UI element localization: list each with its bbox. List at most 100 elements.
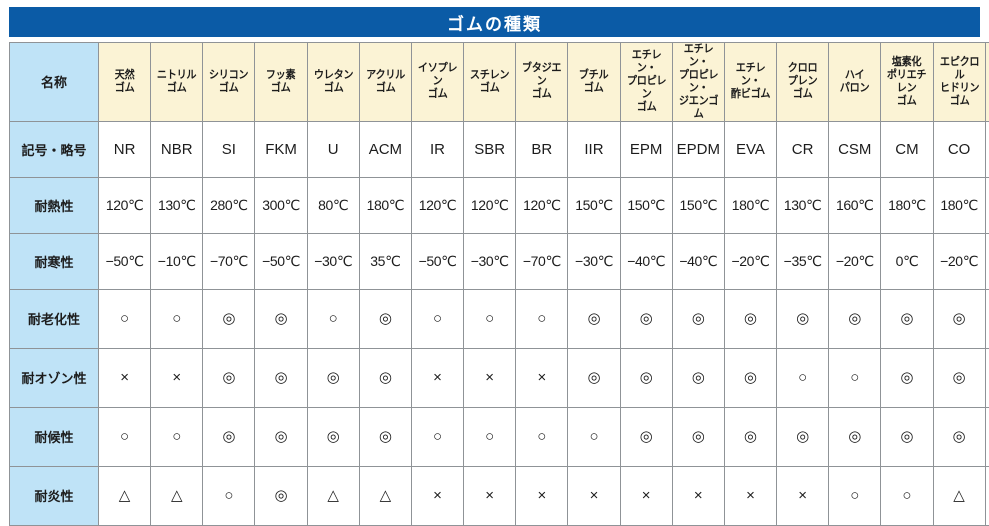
ozone-resistance-cell: ◎ — [881, 348, 933, 407]
row-label-weather-resistance: 耐候性 — [10, 407, 99, 466]
table-row-flame-resistance: 耐炎性 △△○◎△△××××××××○○△○ — [10, 466, 989, 525]
weather-resistance-cell: ○ — [464, 407, 516, 466]
column-header-epm: エチレン・プロピレンゴム — [620, 43, 672, 122]
symbol-cell: BR — [516, 121, 568, 177]
aging-resistance-cell: ○ — [516, 289, 568, 348]
ozone-resistance-cell: ◎ — [620, 348, 672, 407]
flame-resistance-cell: × — [568, 466, 620, 525]
cold-resistance-cell: −35℃ — [777, 233, 829, 289]
heat-resistance-cell: 180℃ — [724, 177, 776, 233]
aging-resistance-cell: ○ — [411, 289, 463, 348]
table-corner-label: 名称 — [10, 43, 99, 122]
heat-resistance-cell: 120℃ — [516, 177, 568, 233]
column-header-nr: 天然ゴム — [99, 43, 151, 122]
heat-resistance-cell: 180℃ — [881, 177, 933, 233]
column-header-ir: イソプレンゴム — [411, 43, 463, 122]
symbol-cell: CSM — [829, 121, 881, 177]
weather-resistance-cell: ◎ — [203, 407, 255, 466]
heat-resistance-cell: 120℃ — [99, 177, 151, 233]
weather-resistance-cell: ○ — [151, 407, 203, 466]
aging-resistance-cell: ◎ — [881, 289, 933, 348]
cold-resistance-cell: −40℃ — [620, 233, 672, 289]
aging-resistance-cell: ◎ — [359, 289, 411, 348]
cold-resistance-cell: −10℃ — [151, 233, 203, 289]
flame-resistance-cell: × — [464, 466, 516, 525]
column-header-si: シリコンゴム — [203, 43, 255, 122]
column-header-t: 多硫化ゴム — [985, 43, 989, 122]
column-header-co: エピクロルヒドリンゴム — [933, 43, 985, 122]
rubber-types-table-page: ゴムの種類 名称 天然ゴムニトリルゴムシリコンゴムフッ素ゴムウレタンゴムアクリル… — [0, 0, 989, 509]
page-title: ゴムの種類 — [9, 7, 980, 37]
symbol-cell: CO — [933, 121, 985, 177]
row-label-aging-resistance: 耐老化性 — [10, 289, 99, 348]
table-header-row: 名称 天然ゴムニトリルゴムシリコンゴムフッ素ゴムウレタンゴムアクリルゴムイソプレ… — [10, 43, 989, 122]
heat-resistance-cell: 150℃ — [620, 177, 672, 233]
weather-resistance-cell: ◎ — [985, 407, 989, 466]
weather-resistance-cell: ◎ — [620, 407, 672, 466]
flame-resistance-cell: ○ — [985, 466, 989, 525]
flame-resistance-cell: × — [620, 466, 672, 525]
cold-resistance-cell: 10℃ — [985, 233, 989, 289]
ozone-resistance-cell: ○ — [829, 348, 881, 407]
cold-resistance-cell: −30℃ — [464, 233, 516, 289]
ozone-resistance-cell: × — [99, 348, 151, 407]
table-row-ozone-resistance: 耐オゾン性 ××◎◎◎◎×××◎◎◎◎○○◎◎◎ — [10, 348, 989, 407]
heat-resistance-cell: 160℃ — [829, 177, 881, 233]
ozone-resistance-cell: ◎ — [724, 348, 776, 407]
weather-resistance-cell: ○ — [99, 407, 151, 466]
aging-resistance-cell: ◎ — [255, 289, 307, 348]
cold-resistance-cell: −20℃ — [829, 233, 881, 289]
heat-resistance-cell: 120℃ — [464, 177, 516, 233]
heat-resistance-cell: 300℃ — [255, 177, 307, 233]
aging-resistance-cell: ◎ — [724, 289, 776, 348]
column-header-eva: エチレン・酢ビゴム — [724, 43, 776, 122]
ozone-resistance-cell: × — [516, 348, 568, 407]
aging-resistance-cell: ○ — [99, 289, 151, 348]
symbol-cell: SI — [203, 121, 255, 177]
column-header-br: ブタジエンゴム — [516, 43, 568, 122]
column-header-u: ウレタンゴム — [307, 43, 359, 122]
symbol-cell: FKM — [255, 121, 307, 177]
symbol-cell: U — [307, 121, 359, 177]
weather-resistance-cell: ◎ — [881, 407, 933, 466]
ozone-resistance-cell: × — [151, 348, 203, 407]
row-label-flame-resistance: 耐炎性 — [10, 466, 99, 525]
aging-resistance-cell: ◎ — [568, 289, 620, 348]
flame-resistance-cell: ◎ — [255, 466, 307, 525]
flame-resistance-cell: × — [411, 466, 463, 525]
weather-resistance-cell: ◎ — [933, 407, 985, 466]
weather-resistance-cell: ◎ — [672, 407, 724, 466]
aging-resistance-cell: ○ — [307, 289, 359, 348]
row-label-symbols: 記号・略号 — [10, 121, 99, 177]
flame-resistance-cell: △ — [99, 466, 151, 525]
ozone-resistance-cell: ◎ — [985, 348, 989, 407]
heat-resistance-cell: 150℃ — [672, 177, 724, 233]
weather-resistance-cell: ◎ — [255, 407, 307, 466]
symbol-cell: ACM — [359, 121, 411, 177]
weather-resistance-cell: ◎ — [724, 407, 776, 466]
aging-resistance-cell: ◎ — [620, 289, 672, 348]
ozone-resistance-cell: ◎ — [568, 348, 620, 407]
column-header-cm: 塩素化ポリエチレンゴム — [881, 43, 933, 122]
column-header-csm: ハイパロン — [829, 43, 881, 122]
table-row-aging-resistance: 耐老化性 ○○◎◎○◎○○○◎◎◎◎◎◎◎◎○ — [10, 289, 989, 348]
aging-resistance-cell: ◎ — [672, 289, 724, 348]
flame-resistance-cell: △ — [359, 466, 411, 525]
heat-resistance-cell: 120℃ — [411, 177, 463, 233]
ozone-resistance-cell: ◎ — [255, 348, 307, 407]
column-header-acm: アクリルゴム — [359, 43, 411, 122]
column-header-nbr: ニトリルゴム — [151, 43, 203, 122]
flame-resistance-cell: ○ — [203, 466, 255, 525]
flame-resistance-cell: ○ — [881, 466, 933, 525]
symbol-cell: T — [985, 121, 989, 177]
aging-resistance-cell: ◎ — [829, 289, 881, 348]
ozone-resistance-cell: ◎ — [359, 348, 411, 407]
symbol-cell: SBR — [464, 121, 516, 177]
ozone-resistance-cell: × — [411, 348, 463, 407]
heat-resistance-cell: 280℃ — [203, 177, 255, 233]
flame-resistance-cell: △ — [307, 466, 359, 525]
row-label-heat-resistance: 耐熱性 — [10, 177, 99, 233]
